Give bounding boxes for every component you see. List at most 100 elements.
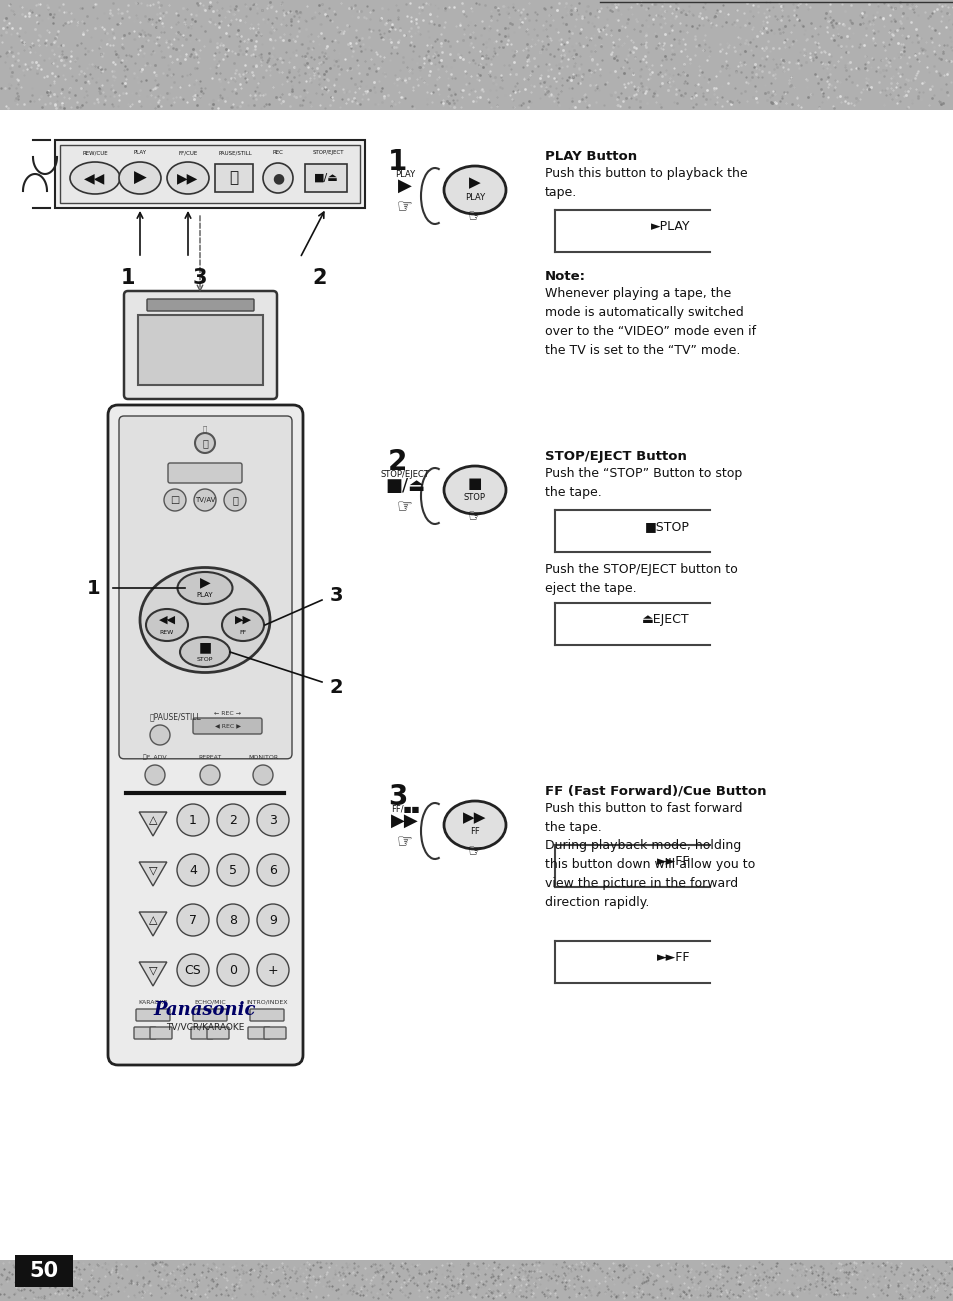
Text: 3: 3 xyxy=(193,268,207,288)
Text: FF: FF xyxy=(470,827,479,837)
Bar xyxy=(0,1259,953,1301)
FancyBboxPatch shape xyxy=(207,1026,229,1039)
Circle shape xyxy=(150,725,170,745)
Text: ■/⏏: ■/⏏ xyxy=(314,173,338,183)
Text: STOP/EJECT: STOP/EJECT xyxy=(380,470,429,479)
Ellipse shape xyxy=(180,637,230,667)
Text: Note:: Note: xyxy=(544,271,585,284)
FancyBboxPatch shape xyxy=(150,1026,172,1039)
Text: 3: 3 xyxy=(330,585,343,605)
Text: ▶: ▶ xyxy=(397,177,412,195)
Ellipse shape xyxy=(443,167,505,213)
Circle shape xyxy=(263,163,293,193)
Circle shape xyxy=(177,804,209,837)
FancyBboxPatch shape xyxy=(108,405,303,1066)
Circle shape xyxy=(194,433,214,453)
Text: ⏸PAUSE/STILL: ⏸PAUSE/STILL xyxy=(150,713,201,722)
Text: ►►FF: ►►FF xyxy=(656,855,689,868)
Text: ■STOP: ■STOP xyxy=(644,520,689,533)
Text: FF/■■: FF/■■ xyxy=(391,805,418,814)
Ellipse shape xyxy=(222,609,264,641)
Text: △: △ xyxy=(149,915,157,925)
Text: 50: 50 xyxy=(30,1261,58,1281)
Text: 1: 1 xyxy=(388,148,407,176)
Text: Push the STOP/EJECT button to
eject the tape.: Push the STOP/EJECT button to eject the … xyxy=(544,563,737,595)
Text: 2: 2 xyxy=(330,678,343,696)
Text: PLAY: PLAY xyxy=(133,150,147,155)
FancyBboxPatch shape xyxy=(168,463,242,483)
Circle shape xyxy=(216,904,249,935)
Text: ← REC →: ← REC → xyxy=(214,710,241,716)
Circle shape xyxy=(256,954,289,986)
Text: ⏻: ⏻ xyxy=(202,438,208,448)
Bar xyxy=(214,164,253,193)
Text: 3: 3 xyxy=(388,783,407,811)
Text: ▶: ▶ xyxy=(133,169,146,187)
FancyBboxPatch shape xyxy=(147,299,253,311)
Text: INTRO/INDEX: INTRO/INDEX xyxy=(246,999,288,1004)
Text: ■/⏏: ■/⏏ xyxy=(384,477,425,494)
Circle shape xyxy=(216,954,249,986)
Bar xyxy=(138,315,263,385)
Circle shape xyxy=(177,853,209,886)
Text: ▶▶: ▶▶ xyxy=(463,811,486,826)
FancyBboxPatch shape xyxy=(119,416,292,758)
Text: ►►FF: ►►FF xyxy=(656,951,689,964)
Text: PLAY: PLAY xyxy=(196,592,213,598)
Text: REC: REC xyxy=(273,150,283,155)
FancyBboxPatch shape xyxy=(264,1026,286,1039)
Text: ■: ■ xyxy=(198,640,212,654)
Text: Push the “STOP” Button to stop
the tape.: Push the “STOP” Button to stop the tape. xyxy=(544,467,741,500)
Text: ▽: ▽ xyxy=(149,965,157,974)
Text: □: □ xyxy=(171,494,179,505)
Text: PLAY Button: PLAY Button xyxy=(544,150,637,163)
FancyBboxPatch shape xyxy=(193,718,262,734)
Circle shape xyxy=(145,765,165,785)
Text: ⏸: ⏸ xyxy=(230,170,238,186)
Ellipse shape xyxy=(443,801,505,850)
Text: 9: 9 xyxy=(269,913,276,926)
Text: CS: CS xyxy=(185,964,201,977)
Text: ►PLAY: ►PLAY xyxy=(650,220,689,233)
Text: ◀ REC ▶: ◀ REC ▶ xyxy=(214,723,241,729)
Text: ▶: ▶ xyxy=(199,575,210,589)
FancyBboxPatch shape xyxy=(191,1026,213,1039)
Text: Panasonic: Panasonic xyxy=(153,1000,256,1019)
Text: STOP/EJECT Button: STOP/EJECT Button xyxy=(544,450,686,463)
Text: FF (Fast Forward)/Cue Button: FF (Fast Forward)/Cue Button xyxy=(544,785,765,798)
Text: ☞: ☞ xyxy=(467,207,482,225)
Circle shape xyxy=(177,954,209,986)
Text: 3: 3 xyxy=(269,813,276,826)
Circle shape xyxy=(193,489,215,511)
Ellipse shape xyxy=(177,572,233,604)
Text: ☞: ☞ xyxy=(467,842,482,860)
Circle shape xyxy=(200,765,220,785)
Text: 7: 7 xyxy=(189,913,196,926)
Ellipse shape xyxy=(146,609,188,641)
Text: ECHO/MIC: ECHO/MIC xyxy=(193,999,226,1004)
Text: 🔇: 🔇 xyxy=(232,494,237,505)
Circle shape xyxy=(216,804,249,837)
Circle shape xyxy=(256,904,289,935)
Text: Whenever playing a tape, the
mode is automatically switched
over to the “VIDEO” : Whenever playing a tape, the mode is aut… xyxy=(544,288,756,356)
Text: REW: REW xyxy=(160,630,174,635)
Text: Push this button to playback the
tape.: Push this button to playback the tape. xyxy=(544,167,747,199)
Circle shape xyxy=(164,489,186,511)
Text: 4: 4 xyxy=(189,864,196,877)
FancyBboxPatch shape xyxy=(136,1010,170,1021)
Text: TV/VCR/KARAOKE: TV/VCR/KARAOKE xyxy=(166,1023,244,1032)
Text: 0: 0 xyxy=(229,964,236,977)
Text: 1: 1 xyxy=(189,813,196,826)
Text: +: + xyxy=(268,964,278,977)
FancyBboxPatch shape xyxy=(248,1026,270,1039)
Text: 6: 6 xyxy=(269,864,276,877)
Text: ☞: ☞ xyxy=(467,507,482,526)
Text: STOP: STOP xyxy=(463,493,485,501)
Ellipse shape xyxy=(119,163,161,194)
Text: KARAOKE: KARAOKE xyxy=(138,999,168,1004)
Text: FF: FF xyxy=(239,630,247,635)
Text: ☞: ☞ xyxy=(396,196,413,215)
Text: MONITOR: MONITOR xyxy=(248,755,277,760)
Bar xyxy=(15,1255,73,1287)
Text: ◀◀: ◀◀ xyxy=(158,615,175,624)
